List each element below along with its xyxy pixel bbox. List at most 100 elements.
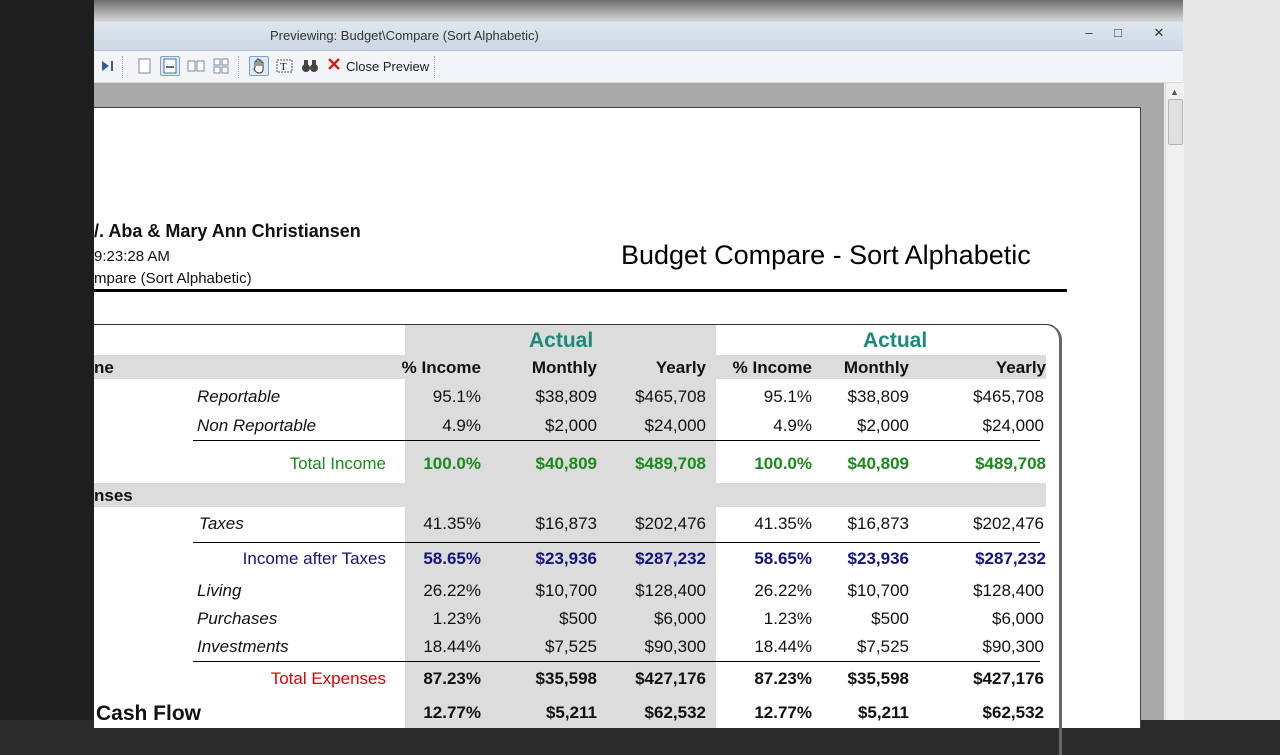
cell: $7,525 — [545, 637, 597, 656]
cell: $287,232 — [635, 549, 706, 568]
cell: 4.9% — [773, 416, 812, 435]
column-header: Yearly — [995, 358, 1046, 377]
report-page: /. Aba & Mary Ann Christiansen 9:23:28 A… — [94, 107, 1141, 755]
cell: $10,700 — [535, 581, 597, 600]
cell: $489,708 — [635, 454, 706, 473]
row-label: Total Expenses — [270, 669, 386, 688]
cell: $6,000 — [654, 609, 706, 628]
cell: $23,936 — [535, 549, 597, 568]
cell: $35,598 — [535, 669, 597, 688]
cell: $5,211 — [545, 703, 597, 722]
report-title: Budget Compare - Sort Alphabetic — [621, 240, 1031, 270]
svg-text:T: T — [280, 61, 287, 73]
cell: $38,809 — [535, 387, 597, 406]
cell: 1.23% — [432, 609, 481, 628]
cell: $465,708 — [973, 387, 1044, 406]
income-section-band — [94, 355, 1046, 379]
cell: $24,000 — [644, 416, 706, 435]
two-pages-icon[interactable] — [186, 56, 206, 76]
cell: $40,809 — [847, 454, 909, 473]
window-title: Previewing: Budget\Compare (Sort Alphabe… — [270, 28, 539, 43]
cell: $16,873 — [535, 514, 597, 533]
cell: $2,000 — [545, 416, 597, 435]
cell: 41.35% — [754, 514, 812, 533]
cell: $90,300 — [982, 637, 1044, 656]
multiple-pages-icon[interactable] — [211, 56, 231, 76]
cell: $287,232 — [975, 549, 1046, 568]
print-preview-window: Previewing: Budget\Compare (Sort Alphabe… — [94, 22, 1184, 755]
column-header: % Income — [401, 358, 481, 377]
cell: 95.1% — [432, 387, 481, 406]
cell: $90,300 — [644, 637, 706, 656]
cell: 95.1% — [763, 387, 812, 406]
column-header: % Income — [732, 358, 812, 377]
cell: 87.23% — [423, 669, 481, 688]
maximize-button[interactable]: □ — [1114, 25, 1122, 40]
row-label: Total Income — [289, 454, 386, 473]
row-label: Purchases — [197, 609, 278, 628]
close-window-button[interactable]: ✕ — [1153, 25, 1165, 40]
row-label: Income after Taxes — [242, 549, 386, 568]
cell: 12.77% — [423, 703, 481, 722]
cell: $427,176 — [973, 669, 1044, 688]
scrollbar-thumb[interactable] — [1168, 99, 1183, 145]
cell: $128,400 — [635, 581, 706, 600]
close-preview-label: Close Preview — [346, 58, 430, 74]
column-header: Monthly — [531, 358, 597, 377]
page-width-icon[interactable] — [160, 56, 180, 76]
subtotal-rule — [193, 440, 1040, 441]
last-page-icon[interactable] — [98, 56, 118, 76]
select-text-icon[interactable]: T — [275, 56, 295, 76]
cell: $62,532 — [644, 703, 706, 722]
group-header-actual-1: Actual — [529, 329, 594, 352]
hand-tool-icon[interactable] — [249, 56, 269, 76]
cell: $489,708 — [975, 454, 1046, 473]
cell: $202,476 — [635, 514, 706, 533]
cell: 58.65% — [754, 549, 812, 568]
cell: $24,000 — [982, 416, 1044, 435]
section-expenses-label: nses — [94, 486, 133, 505]
close-preview-button[interactable]: Close Preview — [326, 56, 429, 76]
cell: 26.22% — [423, 581, 481, 600]
toolbar-separator — [238, 56, 239, 78]
row-label: Investments — [197, 637, 289, 656]
subtotal-rule — [193, 661, 1040, 662]
cell: $40,809 — [535, 454, 597, 473]
cell: $5,211 — [857, 703, 909, 722]
desktop-background-top — [94, 0, 1184, 22]
row-label: Living — [197, 581, 242, 600]
column-header: Monthly — [843, 358, 909, 377]
cell: $7,525 — [857, 637, 909, 656]
cell: 4.9% — [442, 416, 481, 435]
cell: 12.77% — [754, 703, 812, 722]
report-owner-names: /. Aba & Mary Ann Christiansen — [94, 221, 361, 241]
cell: $2,000 — [857, 416, 909, 435]
cell: 87.23% — [754, 669, 812, 688]
minimize-button[interactable]: – — [1085, 25, 1093, 40]
scroll-up-icon[interactable]: ▲ — [1170, 87, 1179, 97]
desktop-background-left — [0, 0, 94, 720]
preview-area: /. Aba & Mary Ann Christiansen 9:23:28 A… — [94, 83, 1164, 755]
title-bar[interactable]: Previewing: Budget\Compare (Sort Alphabe… — [94, 22, 1183, 51]
cell: 1.23% — [763, 609, 812, 628]
one-page-icon[interactable] — [135, 56, 155, 76]
row-label: Non Reportable — [197, 416, 317, 435]
cell: $62,532 — [982, 703, 1044, 722]
toolbar-separator — [434, 56, 435, 78]
vertical-scrollbar[interactable]: ▲ — [1165, 83, 1184, 720]
header-rule — [94, 289, 1067, 292]
cell: $10,700 — [847, 581, 909, 600]
section-income-label: ne — [94, 358, 114, 377]
cell: $16,873 — [847, 514, 909, 533]
cell: $500 — [871, 609, 909, 628]
cell: 18.44% — [423, 637, 481, 656]
cell: 26.22% — [754, 581, 812, 600]
close-icon — [326, 56, 342, 77]
report-time: 9:23:28 AM — [94, 248, 170, 265]
subtotal-rule — [193, 542, 1040, 543]
find-binoculars-icon[interactable] — [300, 56, 320, 76]
cell: 100.0% — [423, 454, 481, 473]
cell: 41.35% — [423, 514, 481, 533]
cell: 58.65% — [423, 549, 481, 568]
table-frame — [94, 324, 1062, 755]
